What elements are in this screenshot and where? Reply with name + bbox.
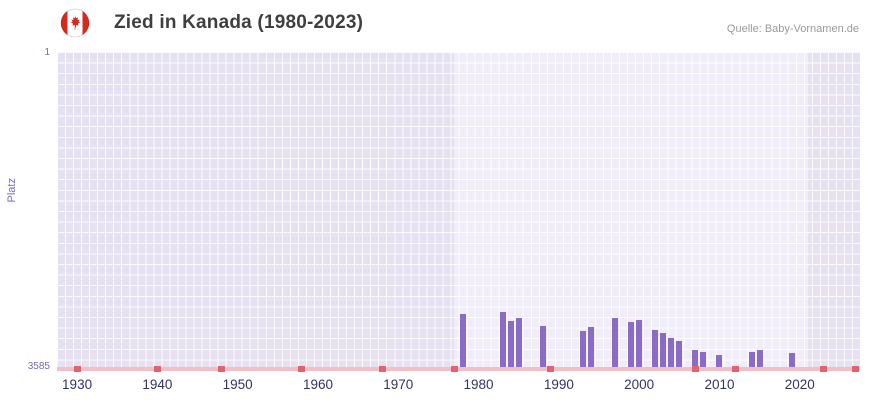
unranked-mark-2007	[691, 366, 699, 372]
unranked-mark-1968	[378, 366, 386, 372]
unranked-mark-1930	[73, 366, 81, 372]
chart-title: Zied in Kanada (1980-2023)	[114, 12, 364, 33]
bar-2003[interactable]	[660, 333, 667, 370]
x-axis-line	[57, 367, 860, 371]
bar-1999[interactable]	[628, 322, 635, 370]
unranked-mark-2012	[732, 366, 740, 372]
unranked-mark-1948	[218, 366, 226, 372]
y-axis-min-label: 3585	[27, 361, 50, 372]
y-axis-title: Platz	[6, 178, 18, 203]
bar-1988[interactable]	[539, 325, 546, 370]
x-axis-ticks: 1930 1940 1950 1960 1970 1980 1990 2000 2010 2020	[57, 377, 860, 395]
x-tick-1980: 1980	[463, 377, 494, 392]
bar-1984[interactable]	[507, 320, 514, 370]
bar-2002[interactable]	[652, 330, 659, 370]
bar-2015[interactable]	[756, 350, 763, 370]
bar-2014[interactable]	[748, 352, 755, 370]
x-tick-2000: 2000	[624, 377, 655, 392]
bar-2019[interactable]	[788, 353, 795, 370]
bar-2005[interactable]	[676, 341, 683, 370]
plot-area	[57, 52, 860, 372]
y-axis-max-label: 1	[44, 47, 50, 58]
unranked-mark-1989	[547, 366, 555, 372]
bar-1978[interactable]	[459, 313, 466, 370]
unranked-mark-2023	[820, 366, 828, 372]
x-tick-1950: 1950	[222, 377, 253, 392]
unranked-layer	[57, 52, 860, 372]
unranked-mark-1977	[450, 366, 458, 372]
bar-2000[interactable]	[636, 319, 643, 370]
bar-2004[interactable]	[668, 338, 675, 370]
gridlines	[57, 52, 860, 370]
bar-1994[interactable]	[587, 327, 594, 370]
bar-2008[interactable]	[700, 352, 707, 370]
x-tick-1930: 1930	[62, 377, 93, 392]
bar-1997[interactable]	[612, 318, 619, 370]
unranked-mark-1940	[153, 366, 161, 372]
bar-1985[interactable]	[515, 318, 522, 370]
x-tick-1940: 1940	[142, 377, 173, 392]
bar-2010[interactable]	[716, 355, 723, 370]
x-tick-1960: 1960	[302, 377, 333, 392]
x-tick-1970: 1970	[383, 377, 414, 392]
bar-1983[interactable]	[499, 312, 506, 370]
x-tick-2010: 2010	[704, 377, 735, 392]
unranked-mark-2027	[852, 366, 860, 372]
x-tick-2020: 2020	[784, 377, 815, 392]
canada-flag-icon	[60, 8, 90, 38]
source-credit: Quelle: Baby-Vornamen.de	[726, 23, 859, 35]
unranked-mark-1958	[298, 366, 306, 372]
bar-1993[interactable]	[579, 330, 586, 370]
x-tick-1990: 1990	[543, 377, 574, 392]
bar-2007[interactable]	[692, 350, 699, 370]
bars-layer	[57, 52, 860, 370]
